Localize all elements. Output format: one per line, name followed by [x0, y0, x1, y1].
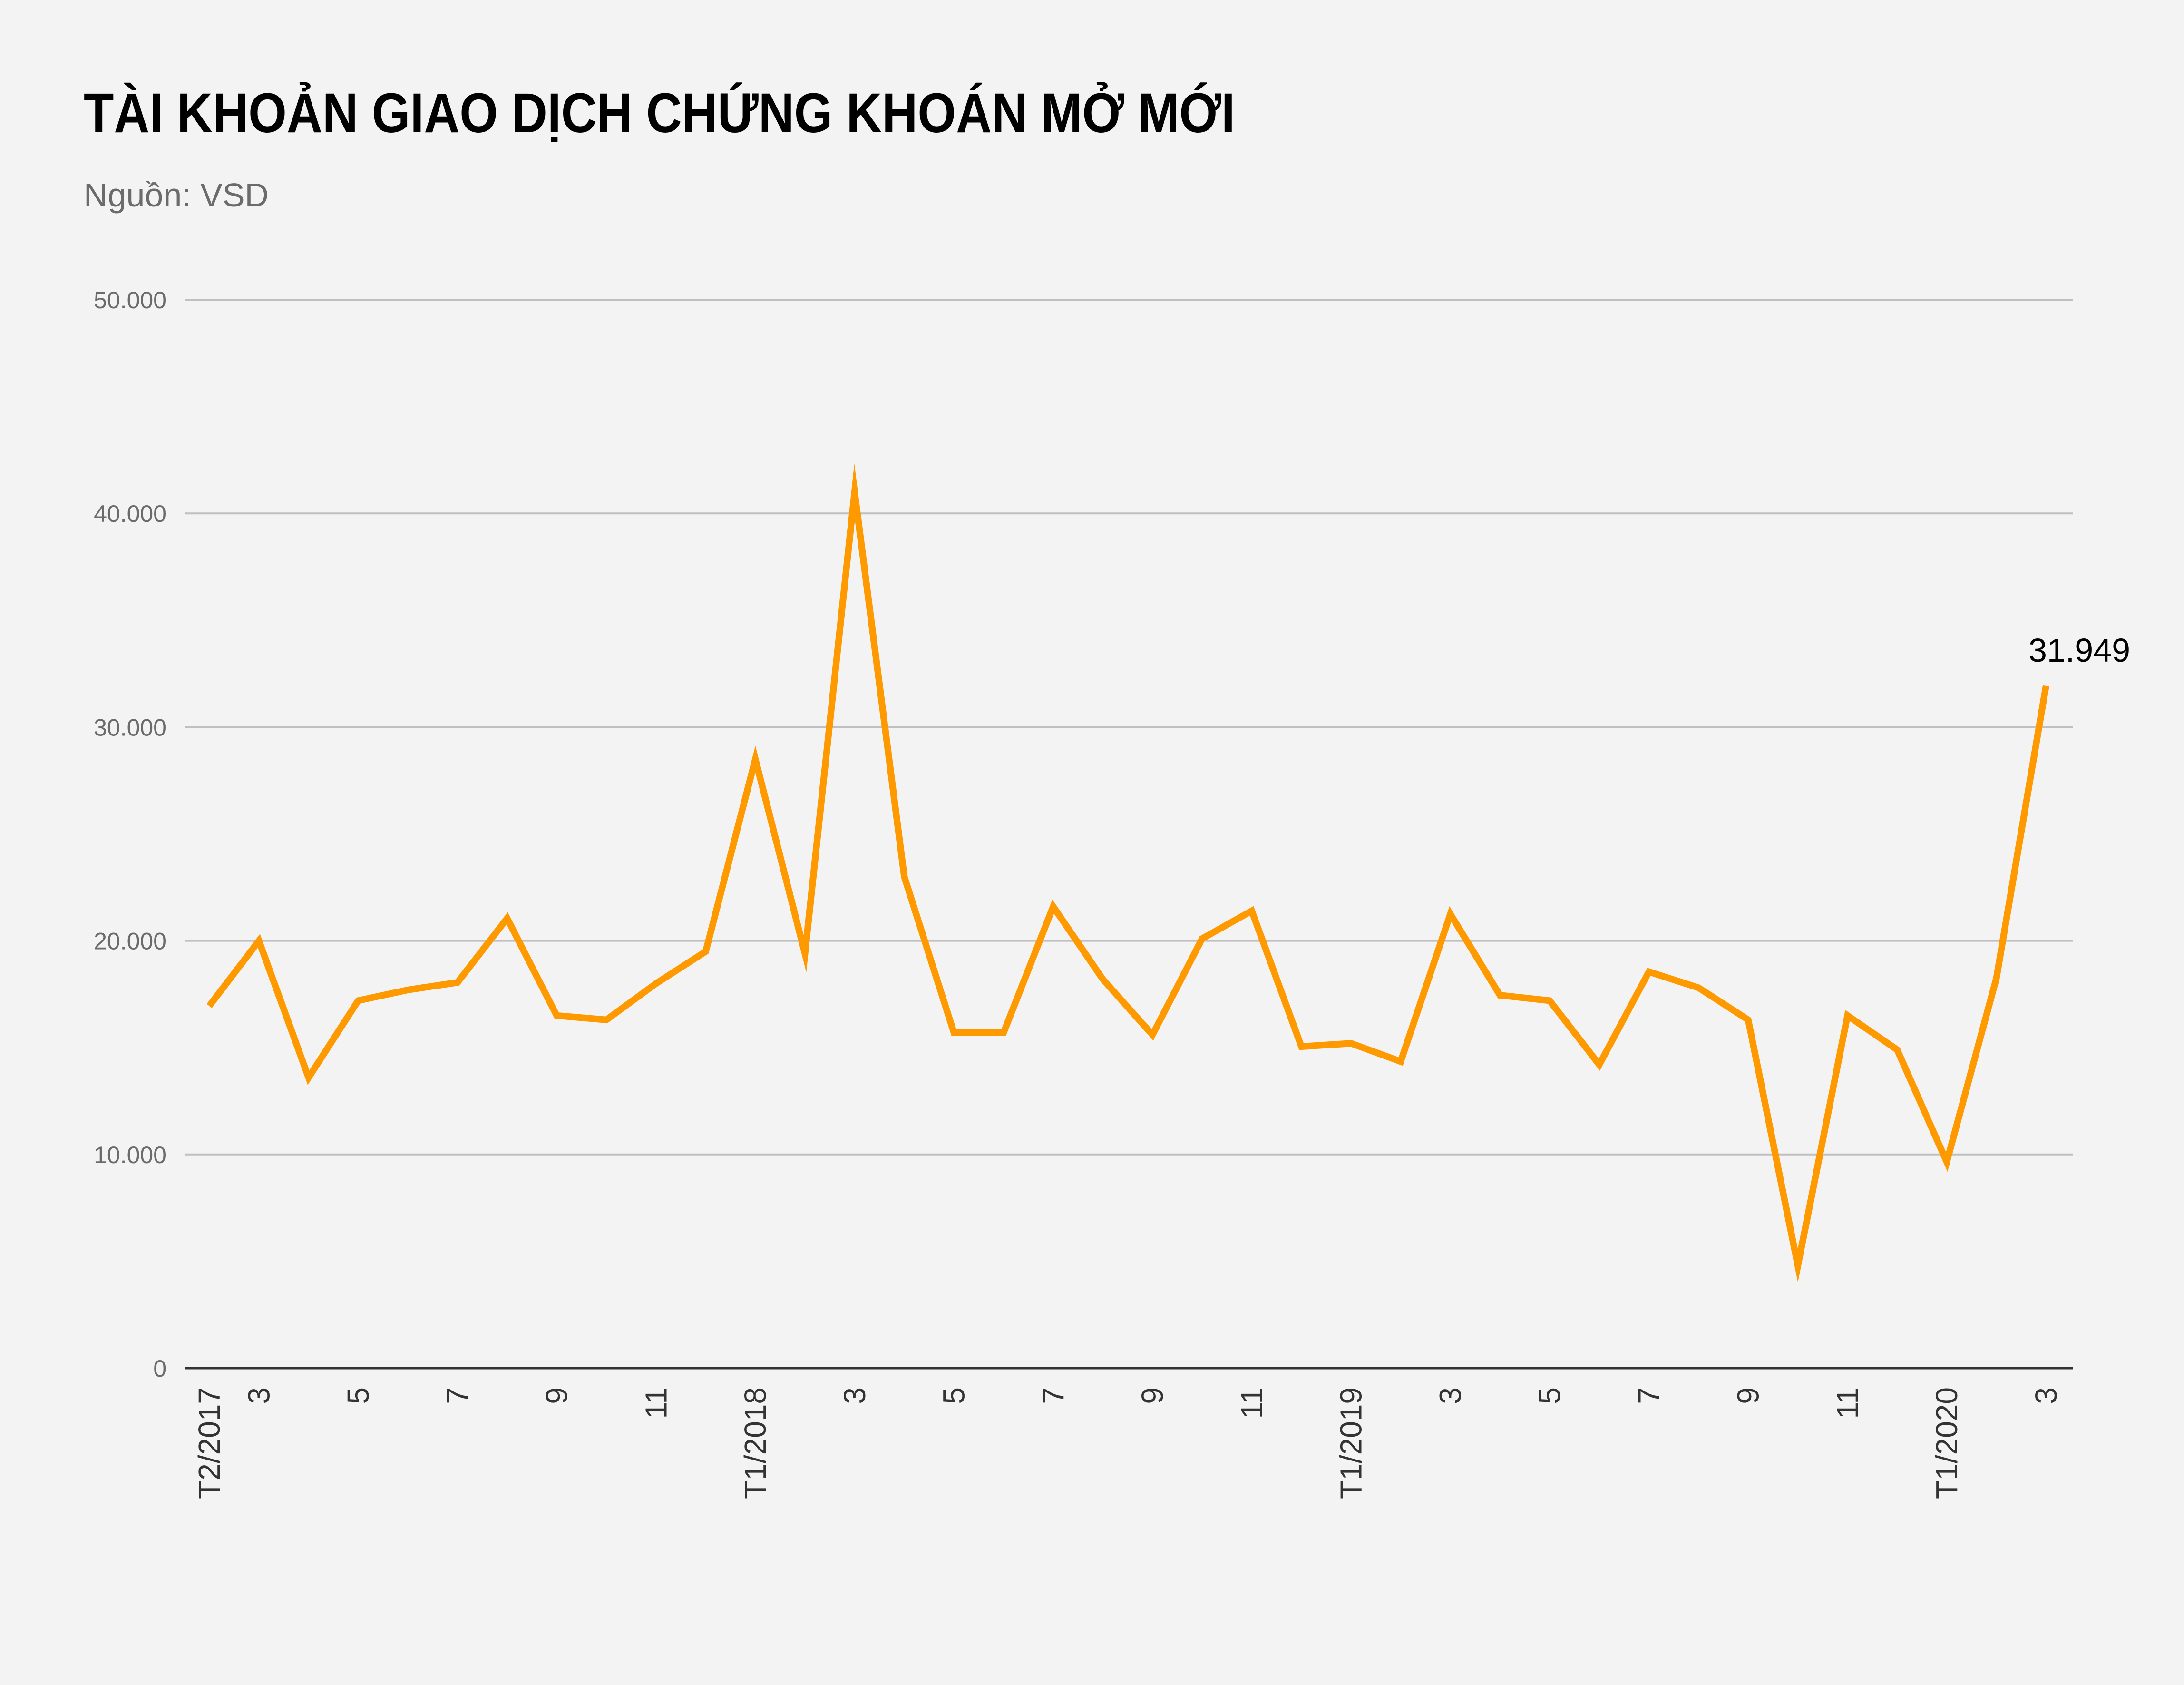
x-tick-label: 7: [1632, 1387, 1666, 1404]
x-tick-label: T1/2020: [1930, 1387, 1964, 1499]
x-tick-label: 9: [1135, 1387, 1170, 1404]
x-tick-label: T1/2018: [738, 1387, 772, 1499]
chart-source: Nguồn: VSD: [84, 176, 269, 214]
y-tick-label: 50.000: [94, 287, 166, 313]
x-tick-label: 9: [1731, 1387, 1765, 1404]
y-tick-label: 20.000: [94, 928, 166, 955]
x-tick-label: 9: [540, 1387, 574, 1404]
x-tick-label: 5: [1532, 1387, 1567, 1404]
x-tick-label: 7: [1036, 1387, 1070, 1404]
x-axis-labels: T2/2017 3 5 7 9 11 T1/2018 3 5 7 9 11 T1/2019 3 5 7 9 11 T…: [192, 1387, 2063, 1499]
x-tick-label: 3: [1433, 1387, 1467, 1404]
x-tick-label: 5: [937, 1387, 971, 1404]
gridlines: [185, 299, 2073, 1156]
x-tick-label: 3: [838, 1387, 872, 1404]
y-tick-label: 30.000: [94, 714, 166, 741]
x-tick-label: 11: [1235, 1387, 1269, 1419]
x-tick-label: T2/2017: [192, 1387, 226, 1499]
y-tick-label: 10.000: [94, 1142, 166, 1168]
x-tick-label: 11: [1830, 1387, 1864, 1419]
x-tick-label: 3: [242, 1387, 276, 1404]
y-axis-labels: 0 10.000 20.000 30.000 40.000 50.000: [94, 287, 166, 1382]
chart-title: TÀI KHOẢN GIAO DỊCH CHỨNG KHOÁN MỞ MỚI: [84, 82, 1235, 145]
series-line: [206, 463, 2049, 1283]
x-tick-label: 5: [341, 1387, 375, 1404]
last-value-annotation: 31.949: [2028, 632, 2130, 669]
x-tick-label: 11: [639, 1387, 673, 1419]
x-tick-label: T1/2019: [1334, 1387, 1368, 1499]
y-tick-label: 40.000: [94, 500, 166, 527]
x-tick-label: 7: [440, 1387, 475, 1404]
y-tick-label: 0: [153, 1355, 166, 1382]
x-tick-label: 3: [2029, 1387, 2063, 1404]
